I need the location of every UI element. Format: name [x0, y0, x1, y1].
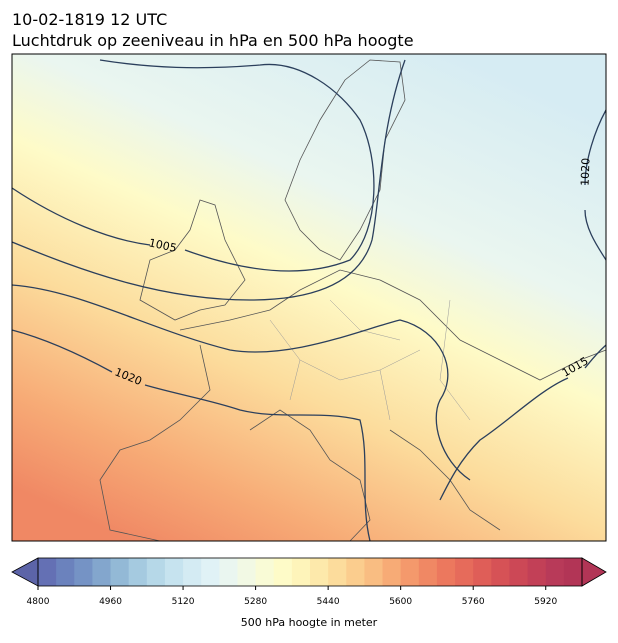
- colorbar-cell: [74, 558, 93, 586]
- colorbar-cell: [56, 558, 75, 586]
- colorbar-cell: [328, 558, 347, 586]
- map: 1005 1020 1020 1015: [11, 53, 607, 542]
- colorbar-cell: [110, 558, 130, 586]
- colorbar-tick-label: 5120: [172, 597, 195, 607]
- coastline: [284, 59, 406, 261]
- coastline: [179, 269, 607, 381]
- title: 10-02-1819 12 UTC: [12, 10, 167, 29]
- colorbar-cell: [346, 558, 365, 586]
- colorbar-tick-label: 5760: [462, 597, 485, 607]
- colorbar-tick-label: 5280: [244, 597, 267, 607]
- colorbar-cell: [291, 558, 311, 586]
- colorbar-cell: [183, 558, 202, 586]
- colorbar-cell: [473, 558, 492, 586]
- colorbar-cell: [146, 558, 166, 586]
- colorbar-cell: [92, 558, 112, 586]
- colorbar-tick-label: 5920: [534, 597, 557, 607]
- subtitle: Luchtdruk op zeeniveau in hPa en 500 hPa…: [12, 31, 414, 50]
- colorbar-cell: [237, 558, 257, 586]
- height-field: [12, 54, 606, 541]
- isobar: [584, 109, 607, 261]
- isobar: [11, 59, 375, 272]
- colorbar-cell: [38, 558, 57, 586]
- isobar: [11, 329, 371, 542]
- colorbar-cell: [364, 558, 384, 586]
- colorbar-cell: [563, 558, 583, 586]
- map-frame: [11, 53, 607, 542]
- colorbar-cell: [128, 558, 148, 586]
- colorbar-cell: [527, 558, 547, 586]
- colorbar-cell: [255, 558, 275, 586]
- coastline: [139, 199, 246, 321]
- colorbar-cell: [455, 558, 474, 586]
- colorbar-frame: [37, 557, 583, 587]
- colorbar-over: [581, 557, 607, 587]
- colorbar-tick-label: 4800: [27, 597, 50, 607]
- colorbar-cell: [400, 558, 420, 586]
- colorbar-cell: [418, 558, 438, 586]
- colorbar-cell: [310, 558, 329, 586]
- colorbar-tick-label: 5600: [389, 597, 412, 607]
- colorbar-cell: [273, 558, 293, 586]
- colorbar-cell: [491, 558, 510, 586]
- colorbar-cell: [545, 558, 565, 586]
- isobar: [11, 284, 471, 481]
- colorbar-cell: [164, 558, 184, 586]
- colorbar-label: 500 hPa hoogte in meter: [241, 616, 378, 629]
- colorbar-cell: [382, 558, 402, 586]
- isobar: [11, 59, 406, 301]
- contour-label: 1020: [579, 158, 593, 186]
- colorbar-cell: [219, 558, 238, 586]
- isobar: [439, 344, 607, 501]
- colorbar-cell: [436, 558, 456, 586]
- colorbar-cell: [509, 558, 529, 586]
- colorbar-tick-label: 4960: [99, 597, 122, 607]
- contour-label: 1005: [148, 236, 178, 255]
- country-borders: [269, 299, 471, 421]
- colorbar: 4800 4960 5120 5280 5440 5600 5760 5920: [11, 557, 607, 607]
- colorbar-cell: [201, 558, 220, 586]
- colorbar-tick-label: 5440: [317, 597, 340, 607]
- colorbar-under: [11, 557, 39, 587]
